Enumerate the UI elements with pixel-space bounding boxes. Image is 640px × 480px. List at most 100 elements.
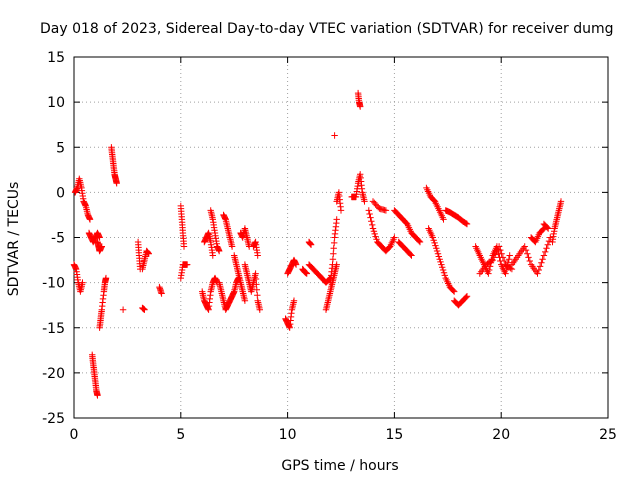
data-point (330, 250, 337, 257)
data-point (391, 234, 398, 241)
x-tick-label: 0 (70, 427, 79, 443)
x-tick-label: 10 (279, 427, 297, 443)
y-tick-label: 15 (47, 50, 65, 66)
data-point (433, 245, 440, 252)
data-point (158, 290, 165, 297)
data-points (70, 89, 565, 399)
data-point (439, 266, 447, 274)
data-point (368, 218, 375, 225)
data-point (502, 270, 509, 277)
data-point (437, 258, 444, 266)
y-tick-label: -20 (42, 366, 65, 382)
data-point (119, 306, 127, 313)
x-tick-label: 25 (599, 427, 617, 443)
grid (74, 57, 608, 418)
data-point (416, 238, 424, 246)
data-point (526, 257, 533, 265)
y-tick-label: -15 (42, 321, 65, 337)
data-point (430, 237, 437, 244)
data-point (434, 250, 442, 257)
data-point (441, 272, 448, 279)
data-point (429, 234, 436, 241)
data-point (543, 245, 550, 252)
data-point (373, 236, 380, 243)
data-point (506, 252, 513, 259)
data-point (501, 257, 508, 265)
data-point (357, 103, 364, 110)
y-tick-label: 0 (56, 185, 65, 201)
data-point (545, 225, 552, 232)
data-point (228, 243, 236, 250)
data-point (498, 250, 505, 257)
data-point (492, 251, 499, 258)
data-point (505, 256, 513, 263)
data-point (436, 256, 443, 263)
y-tick-label: 10 (47, 95, 65, 111)
data-point (438, 261, 445, 268)
y-axis-label: SDTVAR / TECUs (6, 182, 22, 297)
data-point (329, 261, 336, 268)
data-point (184, 261, 191, 268)
data-point (365, 207, 372, 214)
data-point (439, 264, 446, 271)
data-point (485, 270, 492, 277)
data-point (209, 252, 216, 259)
data-point (540, 252, 548, 259)
data-point (382, 207, 390, 214)
data-point (450, 287, 457, 294)
data-point (369, 221, 376, 229)
data-point (369, 225, 377, 232)
data-point (252, 270, 259, 277)
data-point (253, 286, 260, 293)
data-point (525, 254, 532, 261)
data-point (535, 266, 542, 274)
data-point (141, 306, 148, 313)
data-point (524, 250, 531, 257)
data-point (329, 256, 337, 263)
data-point (145, 250, 152, 257)
data-point (416, 237, 423, 245)
data-point (94, 392, 101, 399)
data-point (241, 297, 249, 304)
data-point (96, 234, 103, 241)
data-point (253, 281, 260, 288)
data-point (440, 269, 448, 276)
data-point (180, 243, 188, 250)
data-point (98, 243, 105, 250)
data-point (497, 246, 504, 254)
data-point (542, 248, 549, 256)
data-point (102, 274, 110, 282)
data-point (372, 233, 379, 240)
data-point (307, 241, 315, 248)
data-point (254, 292, 261, 299)
data-point (435, 253, 442, 260)
data-point (331, 132, 338, 139)
data-point (254, 252, 261, 259)
data-point (539, 226, 547, 233)
data-point (337, 207, 345, 214)
data-point (507, 265, 514, 272)
data-point (431, 239, 438, 247)
data-point (463, 293, 471, 300)
data-point (499, 254, 507, 261)
y-tick-label: 5 (56, 140, 65, 156)
x-tick-label: 15 (385, 427, 403, 443)
data-point (113, 180, 120, 187)
data-point (539, 256, 546, 263)
data-point (290, 297, 298, 304)
data-point (538, 259, 545, 266)
data-point (488, 257, 495, 265)
x-tick-label: 20 (492, 427, 510, 443)
data-point (303, 270, 310, 277)
data-point (367, 214, 374, 221)
data-point (371, 230, 378, 238)
data-point (451, 288, 458, 295)
data-point (86, 216, 94, 223)
data-point (486, 266, 493, 274)
y-tick-label: -10 (42, 276, 65, 292)
data-point (463, 220, 470, 227)
data-point (536, 263, 544, 270)
data-point (79, 279, 86, 286)
x-axis-label: GPS time / hours (281, 458, 398, 474)
